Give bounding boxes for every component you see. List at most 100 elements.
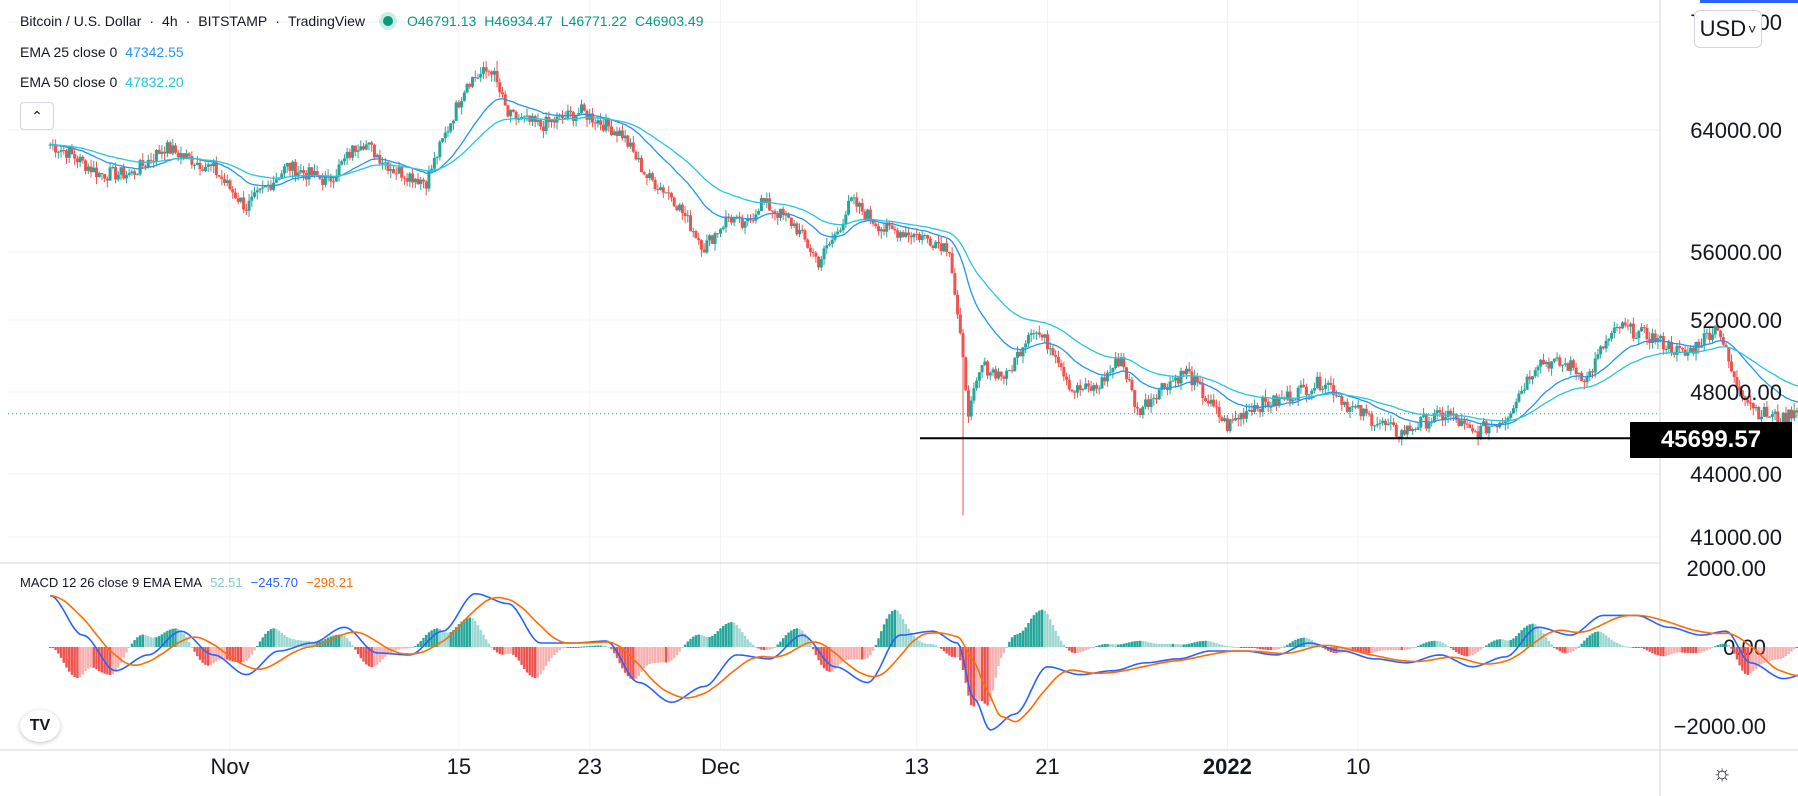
candle-body	[182, 153, 186, 158]
macd-hist-bar	[1016, 634, 1019, 647]
candle-body	[1149, 399, 1153, 407]
macd-hist-bar	[87, 647, 90, 669]
candle-body	[580, 104, 584, 113]
macd-hist-bar	[719, 628, 722, 647]
candle-body	[427, 170, 431, 189]
symbol-title[interactable]: Bitcoin / U.S. Dollar	[20, 13, 142, 29]
macd-hist-bar	[365, 647, 368, 665]
candle-body	[73, 154, 77, 159]
macd-hist-bar	[157, 636, 161, 647]
macd-hist-bar	[1250, 647, 1254, 648]
macd-hist-bar	[1242, 647, 1245, 648]
candle-body	[315, 170, 319, 177]
candle-body	[1749, 402, 1753, 404]
candle-body	[1067, 379, 1071, 390]
macd-hist-bar	[78, 647, 82, 678]
candle-body	[1727, 347, 1731, 362]
candle-body	[1097, 388, 1101, 390]
candle-body	[866, 209, 870, 220]
candle-body	[1422, 415, 1426, 417]
macd-hist-bar	[1618, 644, 1621, 647]
candle-body	[743, 221, 747, 228]
macd-hist-bar	[1419, 644, 1423, 647]
candle-body	[1323, 384, 1327, 389]
macd-hist-bar	[1787, 647, 1790, 654]
macd-hist-bar	[1326, 647, 1330, 651]
candle-body	[885, 222, 889, 232]
candle-body	[411, 173, 415, 183]
currency-select[interactable]: USD ˅	[1694, 10, 1762, 48]
interval-label[interactable]: 4h	[162, 13, 178, 29]
candle-body	[269, 184, 273, 190]
macd-hist-bar	[762, 647, 766, 651]
macd-hist-bar	[196, 647, 199, 657]
macd-hist-bar	[1705, 647, 1709, 651]
macd-hist-bar	[204, 647, 207, 665]
candle-body	[1340, 395, 1344, 405]
macd-hist-bar	[190, 646, 194, 648]
open-value: O46791.13	[406, 13, 477, 29]
candle-body	[501, 92, 504, 95]
macd-hist-bar	[528, 647, 531, 676]
macd-hist-bar	[1100, 644, 1104, 647]
candle-body	[1427, 422, 1431, 429]
settings-glyph: ☼	[1712, 760, 1733, 785]
candle-body	[1770, 413, 1774, 417]
candle-body	[383, 162, 387, 164]
macd-hist-bar	[247, 647, 251, 659]
tradingview-logo-icon[interactable]: TV	[20, 710, 60, 742]
macd-hist-bar	[1160, 643, 1164, 647]
macd-signal-value: −298.21	[305, 575, 354, 590]
macd-hist-bar	[73, 647, 76, 678]
macd-hist-bar	[269, 629, 273, 647]
candle-body	[94, 167, 98, 178]
macd-hist-bar	[482, 634, 485, 647]
settings-gear-icon[interactable]: ☼	[1712, 760, 1732, 786]
exchange-label: BITSTAMP	[198, 13, 268, 29]
price-tick-label: 56000.00	[1690, 240, 1782, 265]
ema50-legend[interactable]: EMA 50 close 0 47832.20	[20, 74, 184, 90]
macd-hist-bar	[1632, 647, 1635, 648]
macd-hist-bar	[1138, 640, 1142, 647]
candle-body	[220, 176, 224, 179]
candle-body	[184, 153, 188, 158]
candle-body	[1544, 361, 1548, 365]
macd-hist-bar	[997, 647, 1000, 667]
candle-body	[1623, 322, 1627, 326]
collapse-legend-button[interactable]: ⌃	[20, 102, 54, 130]
candle-body	[1062, 366, 1066, 377]
macd-hist-bar	[471, 618, 474, 647]
macd-hist-bar	[1073, 647, 1076, 654]
macd-hist-bar	[400, 647, 403, 649]
candle-body	[996, 371, 1000, 379]
macd-hist-bar	[288, 638, 292, 647]
candle-body	[1634, 338, 1638, 340]
candle-body	[719, 229, 722, 234]
candle-body	[664, 192, 668, 194]
candle-body	[1070, 389, 1074, 392]
macd-hist-bar	[749, 642, 752, 647]
macd-hist-bar	[1599, 631, 1602, 647]
candle-body	[1653, 333, 1657, 343]
macd-hist-bar	[1207, 640, 1210, 647]
macd-hist-bar	[177, 628, 180, 647]
macd-hist-bar	[1228, 646, 1232, 648]
macd-hist-bar	[760, 647, 763, 650]
candle-body	[149, 159, 153, 161]
macd-hist-bar	[678, 647, 681, 652]
ema25-legend[interactable]: EMA 25 close 0 47342.55	[20, 44, 184, 60]
macd-hist-bar	[501, 647, 504, 655]
macd-hist-bar	[967, 647, 970, 696]
candle-body	[468, 84, 472, 87]
macd-legend[interactable]: MACD 12 26 close 9 EMA EMA 52.51 −245.70…	[20, 575, 353, 590]
macd-hist-bar	[1782, 647, 1785, 658]
macd-hist-bar	[1678, 647, 1681, 653]
macd-hist-bar	[1422, 643, 1425, 647]
candle-body	[1468, 424, 1472, 429]
candle-body	[302, 170, 306, 174]
candle-body	[1144, 399, 1148, 407]
candle-body	[1514, 401, 1518, 409]
candle-body	[950, 253, 954, 274]
macd-hist-bar	[948, 647, 951, 656]
